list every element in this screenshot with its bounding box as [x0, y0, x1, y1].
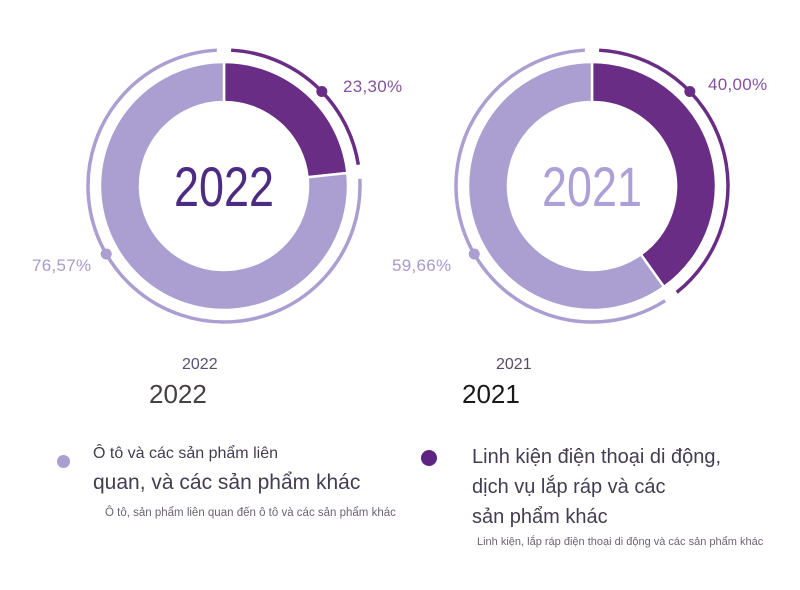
donut-center-label-2022: 2022: [174, 155, 274, 218]
year-caption-large-2022: 2022: [149, 379, 207, 409]
donut-slice-2022-light: [98, 60, 350, 312]
year-caption-large-2021: 2021: [462, 379, 520, 409]
callout-dot-icon: [684, 86, 696, 98]
callout-dot-icon: [100, 248, 112, 260]
outer-ring-arc: [231, 48, 361, 165]
pct-label-2021-light-slice: 59,66%: [392, 256, 452, 275]
callout-dot-icon: [316, 86, 328, 98]
year-caption-small-2021: 2021: [496, 356, 532, 373]
pct-label-2021-dark-slice: 40,00%: [708, 75, 768, 94]
donut-slice-2021-dark: [590, 60, 718, 289]
callout-dot-icon: [468, 248, 480, 260]
outer-ring-arc: [454, 48, 667, 324]
legend-line: sản phẩm khác: [472, 506, 608, 528]
donut-chart-2022: 2022: [86, 48, 362, 324]
donut-slice-2021-light: [466, 60, 666, 312]
legend-line: dịch vụ lắp ráp và các: [472, 476, 666, 498]
donut-chart-2021: 2021: [454, 48, 730, 324]
year-caption-small-2022: 2022: [182, 356, 218, 373]
legend-item-auto-products: Ô tô và các sản phẩm liên quan, và các s…: [93, 443, 396, 519]
pct-label-2022-light-slice: 76,57%: [32, 256, 92, 275]
legend-line: Linh kiện điện thoại di động,: [472, 446, 722, 468]
legend-dot-dark-purple-icon: [421, 450, 437, 466]
legend-subtext: Linh kiện, lắp ráp điện thoại di động và…: [477, 536, 764, 548]
legend-line: quan, và các sản phẩm khác: [93, 471, 361, 494]
legend-subtext: Ô tô, sản phẩm liên quan đến ô tô và các…: [105, 507, 396, 519]
legend-item-phone-components: Linh kiện điện thoại di động, dịch vụ lắ…: [472, 442, 763, 548]
legend-line: Ô tô và các sản phẩm liên: [93, 445, 278, 462]
donut-center-label-2021: 2021: [542, 155, 642, 218]
legend-dot-light-purple-icon: [57, 455, 70, 468]
outer-ring-arc: [86, 48, 362, 324]
outer-ring-arc: [599, 48, 730, 294]
pct-label-2022-dark-slice: 23,30%: [343, 77, 403, 96]
